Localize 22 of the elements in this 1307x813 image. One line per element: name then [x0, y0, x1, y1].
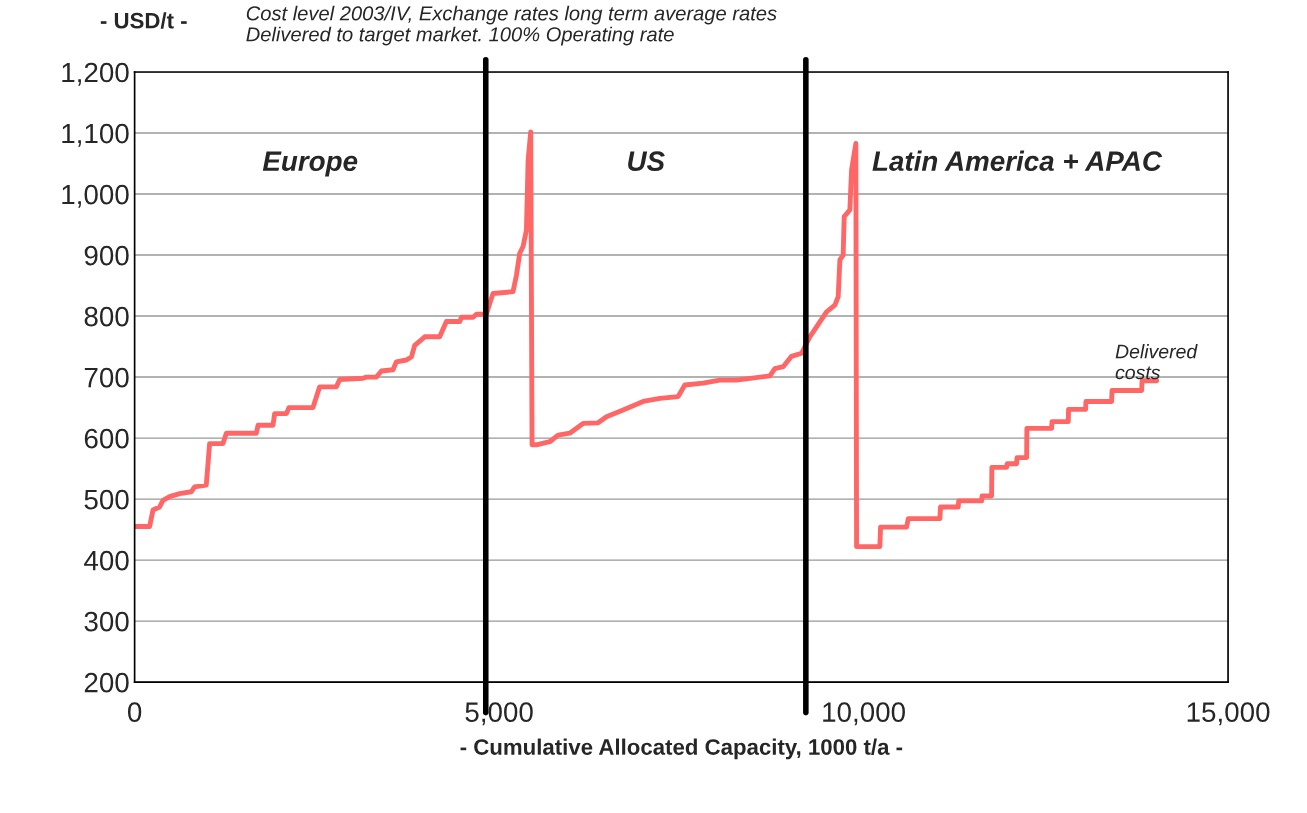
y-tick-label: 700: [84, 367, 129, 388]
x-tick-label: 15,000: [1187, 702, 1270, 726]
y-tick-label: 500: [84, 489, 129, 510]
y-axis-title: - USD/t -: [100, 12, 187, 29]
y-tick-label: 600: [84, 428, 129, 449]
y-tick-label: 1,100: [62, 123, 129, 147]
y-tick-label: 1,000: [62, 184, 129, 208]
annotation: US: [628, 151, 665, 171]
x-tick-label: 10,000: [823, 702, 905, 726]
annotation: Delivered costs: [1115, 344, 1198, 380]
x-axis-title: - Cumulative Allocated Capacity, 1000 t/a -: [460, 738, 903, 760]
annotation: Europe: [262, 151, 358, 177]
chart-subtitle: Cost level 2003/IV, Exchange rates long term average rates Delivered to target market. 100% Operating rate: [246, 5, 777, 46]
y-tick-label: 300: [84, 611, 129, 632]
y-tick-label: 200: [84, 672, 129, 693]
y-tick-label: 400: [84, 550, 129, 571]
y-tick-label: 1,200: [62, 62, 129, 86]
x-tick-label: 5,000: [465, 702, 533, 726]
y-tick-label: 900: [84, 245, 129, 266]
x-tick-label: 0: [127, 702, 142, 722]
annotation: Latin America + APAC: [872, 150, 1163, 171]
y-tick-label: 800: [84, 306, 129, 327]
